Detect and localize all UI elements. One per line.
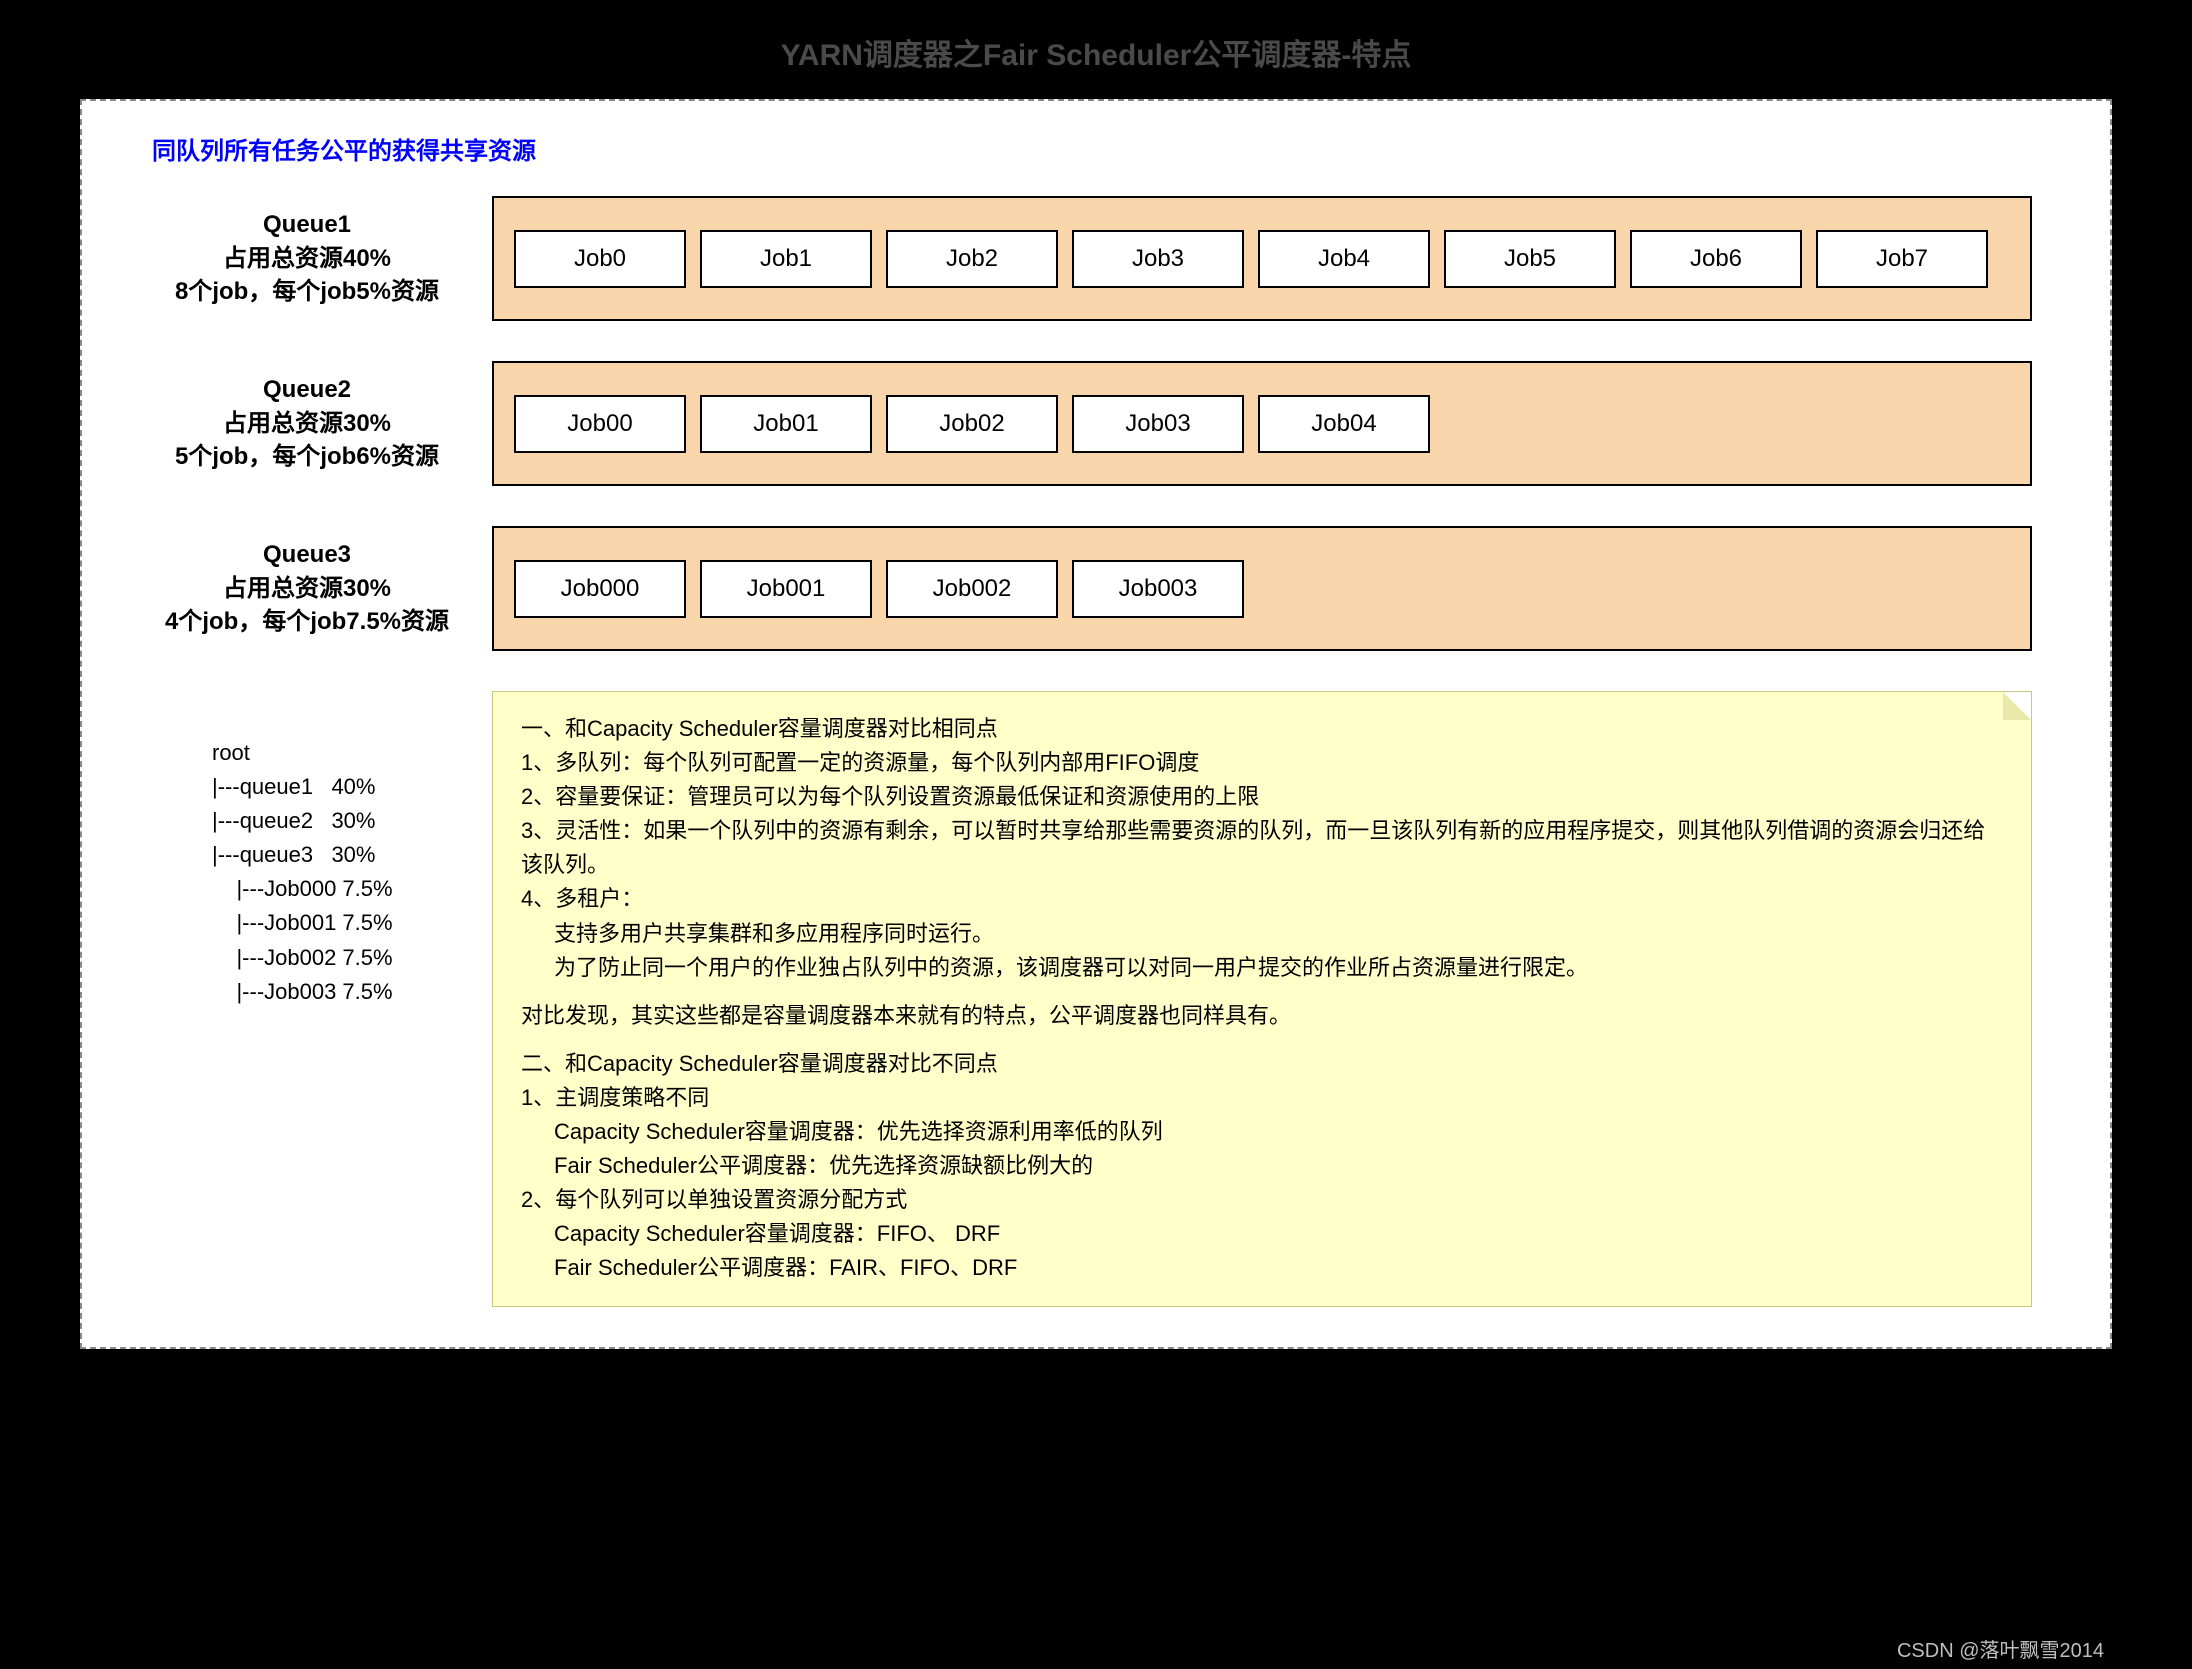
- queue-row: Queue2占用总资源30%5个job，每个job6%资源Job00Job01J…: [122, 361, 2070, 486]
- queue-label: Queue3占用总资源30%4个job，每个job7.5%资源: [122, 538, 492, 639]
- queues-container: Queue1占用总资源40%8个job，每个job5%资源Job0Job1Job…: [122, 196, 2070, 651]
- queue-name: Queue3: [122, 538, 492, 572]
- queue-resource: 占用总资源30%: [122, 407, 492, 441]
- tree-hierarchy: root |---queue1 40% |---queue2 30% |---q…: [122, 691, 492, 1009]
- note-line: Capacity Scheduler容量调度器：FIFO、 DRF: [521, 1217, 2003, 1251]
- note-line: 2、容量要保证：管理员可以为每个队列设置资源最低保证和资源使用的上限: [521, 780, 2003, 814]
- job-box: Job01: [700, 395, 872, 453]
- queue-box: Job00Job01Job02Job03Job04: [492, 361, 2032, 486]
- note-line: 支持多用户共享集群和多应用程序同时运行。: [521, 917, 2003, 951]
- job-box: Job04: [1258, 395, 1430, 453]
- job-box: Job1: [700, 230, 872, 288]
- note-gap: [521, 1033, 2003, 1047]
- job-box: Job0: [514, 230, 686, 288]
- note-line: Fair Scheduler公平调度器：优先选择资源缺额比例大的: [521, 1149, 2003, 1183]
- queue-detail: 8个job，每个job5%资源: [122, 275, 492, 309]
- queue-detail: 4个job，每个job7.5%资源: [122, 605, 492, 639]
- note-line: 一、和Capacity Scheduler容量调度器对比相同点: [521, 712, 2003, 746]
- note-line: 二、和Capacity Scheduler容量调度器对比不同点: [521, 1047, 2003, 1081]
- job-box: Job002: [886, 560, 1058, 618]
- job-box: Job7: [1816, 230, 1988, 288]
- queue-name: Queue1: [122, 208, 492, 242]
- bottom-row: root |---queue1 40% |---queue2 30% |---q…: [122, 691, 2070, 1307]
- note-line: 1、主调度策略不同: [521, 1081, 2003, 1115]
- page-title: YARN调度器之Fair Scheduler公平调度器-特点: [80, 30, 2112, 74]
- queue-name: Queue2: [122, 373, 492, 407]
- diagram-subtitle: 同队列所有任务公平的获得共享资源: [152, 131, 2070, 166]
- job-box: Job001: [700, 560, 872, 618]
- note-line: Capacity Scheduler容量调度器：优先选择资源利用率低的队列: [521, 1115, 2003, 1149]
- job-box: Job000: [514, 560, 686, 618]
- note-line: 4、多租户：: [521, 882, 2003, 916]
- queue-resource: 占用总资源30%: [122, 572, 492, 606]
- note-line: 对比发现，其实这些都是容量调度器本来就有的特点，公平调度器也同样具有。: [521, 999, 2003, 1033]
- note-line: 1、多队列：每个队列可配置一定的资源量，每个队列内部用FIFO调度: [521, 746, 2003, 780]
- job-box: Job5: [1444, 230, 1616, 288]
- queue-row: Queue1占用总资源40%8个job，每个job5%资源Job0Job1Job…: [122, 196, 2070, 321]
- queue-row: Queue3占用总资源30%4个job，每个job7.5%资源Job000Job…: [122, 526, 2070, 651]
- queue-box: Job0Job1Job2Job3Job4Job5Job6Job7: [492, 196, 2032, 321]
- queue-detail: 5个job，每个job6%资源: [122, 440, 492, 474]
- job-box: Job00: [514, 395, 686, 453]
- queue-label: Queue2占用总资源30%5个job，每个job6%资源: [122, 373, 492, 474]
- note-line: 为了防止同一个用户的作业独占队列中的资源，该调度器可以对同一用户提交的作业所占资…: [521, 951, 2003, 985]
- note-gap: [521, 985, 2003, 999]
- note-line: 2、每个队列可以单独设置资源分配方式: [521, 1183, 2003, 1217]
- queue-resource: 占用总资源40%: [122, 242, 492, 276]
- queue-box: Job000Job001Job002Job003: [492, 526, 2032, 651]
- job-box: Job003: [1072, 560, 1244, 618]
- watermark: CSDN @落叶飘雪2014: [1897, 1634, 2104, 1663]
- job-box: Job6: [1630, 230, 1802, 288]
- job-box: Job4: [1258, 230, 1430, 288]
- job-box: Job02: [886, 395, 1058, 453]
- job-box: Job3: [1072, 230, 1244, 288]
- job-box: Job03: [1072, 395, 1244, 453]
- job-box: Job2: [886, 230, 1058, 288]
- diagram-container: 同队列所有任务公平的获得共享资源 Queue1占用总资源40%8个job，每个j…: [80, 99, 2112, 1349]
- queue-label: Queue1占用总资源40%8个job，每个job5%资源: [122, 208, 492, 309]
- note-line: 3、灵活性：如果一个队列中的资源有剩余，可以暂时共享给那些需要资源的队列，而一旦…: [521, 814, 2003, 882]
- note-line: Fair Scheduler公平调度器：FAIR、FIFO、DRF: [521, 1251, 2003, 1285]
- notes-box: 一、和Capacity Scheduler容量调度器对比相同点1、多队列：每个队…: [492, 691, 2032, 1307]
